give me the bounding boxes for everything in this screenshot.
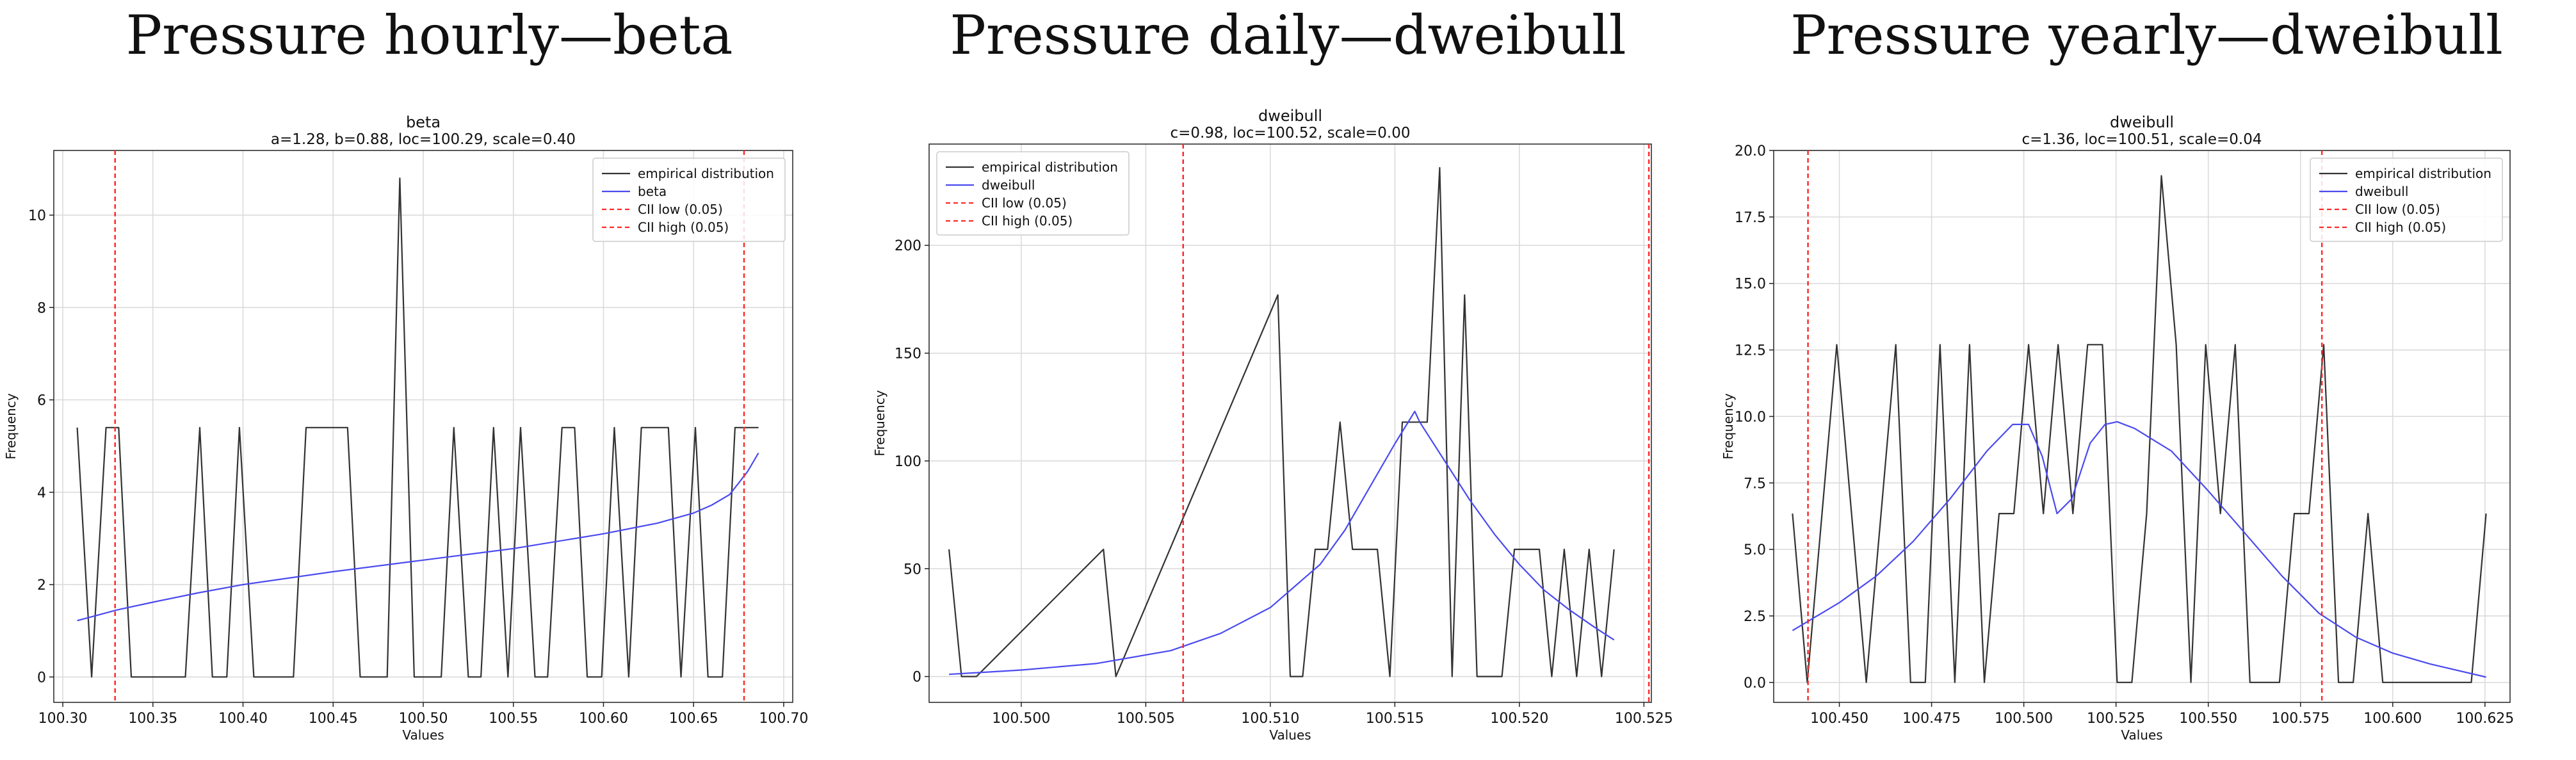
x-tick-label: 100.525 (2087, 711, 2145, 727)
fitted-distribution-line (77, 452, 759, 622)
chart-subtitle: c=0.98, loc=100.52, scale=0.00 (1171, 125, 1411, 141)
y-tick-label: 200 (895, 238, 921, 254)
fitted-distribution-line (949, 410, 1615, 675)
y-tick-label: 2.5 (1744, 609, 1766, 625)
y-tick-label: 7.5 (1744, 476, 1766, 492)
x-tick-label: 100.35 (128, 711, 177, 727)
y-tick-label: 15.0 (1735, 277, 1766, 293)
x-tick-label: 100.30 (38, 711, 88, 727)
x-tick-label: 100.600 (2363, 711, 2422, 727)
chart-subtitle: c=1.36, loc=100.51, scale=0.04 (2022, 131, 2262, 148)
x-tick-label: 100.500 (992, 711, 1050, 727)
x-tick-label: 100.550 (2179, 711, 2237, 727)
panel-heading: Pressure daily—dweibull (950, 4, 1626, 67)
chart-title: dweibull (2110, 113, 2174, 131)
x-tick-label: 100.60 (579, 711, 628, 727)
y-tick-label: 2 (37, 578, 46, 594)
x-tick-label: 100.70 (759, 711, 808, 727)
y-tick-label: 6 (37, 393, 46, 409)
y-tick-label: 20.0 (1735, 143, 1766, 159)
x-tick-label: 100.500 (1995, 711, 2053, 727)
x-tick-label: 100.505 (1117, 711, 1175, 727)
y-axis-label: Frequency (1721, 393, 1736, 459)
empirical-distribution-line (1792, 175, 2487, 683)
x-tick-label: 100.65 (669, 711, 718, 727)
x-tick-label: 100.520 (1490, 711, 1548, 727)
y-tick-label: 0 (37, 670, 46, 686)
empirical-distribution-line (76, 177, 759, 678)
chart-title: dweibull (1258, 107, 1322, 125)
legend-entry: CII low (0.05) (2355, 202, 2440, 217)
y-tick-label: 17.5 (1735, 210, 1766, 226)
x-tick-label: 100.625 (2456, 711, 2514, 727)
y-axis-label: Frequency (872, 390, 887, 456)
legend-entry: dweibull (2355, 184, 2408, 199)
legend-entry: CII high (0.05) (638, 220, 729, 235)
legend-entry: dweibull (982, 177, 1035, 193)
plot-frame (928, 143, 1652, 703)
x-tick-label: 100.515 (1366, 711, 1424, 727)
y-tick-label: 12.5 (1735, 343, 1766, 359)
legend-entry: beta (638, 184, 667, 199)
x-tick-label: 100.525 (1615, 711, 1673, 727)
panel-heading: Pressure yearly—dweibull (1790, 4, 2503, 67)
x-tick-label: 100.45 (309, 711, 358, 727)
x-tick-label: 100.50 (399, 711, 448, 727)
y-tick-label: 4 (37, 485, 46, 501)
legend-entry: empirical distribution (638, 166, 774, 181)
legend-box (936, 151, 1130, 236)
fitted-distribution-line (1792, 421, 2486, 678)
legend-entry: empirical distribution (2355, 166, 2491, 181)
legend-entry: empirical distribution (982, 159, 1118, 175)
x-tick-label: 100.475 (1902, 711, 1961, 727)
x-tick-label: 100.40 (218, 711, 268, 727)
empirical-distribution-line (948, 166, 1615, 677)
plot-frame (1773, 150, 2511, 703)
x-axis-label: Values (2121, 727, 2162, 743)
y-tick-label: 8 (37, 300, 46, 316)
y-tick-label: 10.0 (1735, 409, 1766, 425)
legend-entry: CII low (0.05) (982, 195, 1067, 211)
x-tick-label: 100.450 (1810, 711, 1868, 727)
y-tick-label: 150 (895, 346, 921, 362)
legend-entry: CII low (0.05) (638, 202, 723, 217)
x-tick-label: 100.55 (489, 711, 538, 727)
chart-title: beta (406, 113, 441, 131)
panel-hourly: Pressure hourly—beta beta a=1.28, b=0.88,… (0, 0, 859, 760)
y-axis-label: Frequency (3, 393, 19, 459)
y-tick-label: 100 (895, 454, 921, 470)
x-tick-label: 100.575 (2271, 711, 2329, 727)
y-tick-label: 50 (903, 562, 921, 578)
y-tick-label: 0 (912, 670, 921, 686)
x-axis-label: Values (1269, 727, 1311, 743)
panel-heading: Pressure hourly—beta (126, 4, 733, 67)
legend-box (2310, 158, 2503, 242)
x-tick-label: 100.510 (1241, 711, 1299, 727)
x-axis-label: Values (402, 727, 444, 743)
panel-daily: Pressure daily—dweibull dweibull c=0.98, … (859, 0, 1717, 760)
panel-yearly: Pressure yearly—dweibull dweibull c=1.36,… (1717, 0, 2576, 760)
legend-entry: CII high (0.05) (982, 213, 1073, 229)
legend-box (592, 158, 786, 242)
y-tick-label: 5.0 (1744, 542, 1766, 558)
y-tick-label: 0.0 (1744, 675, 1766, 691)
chart-subtitle: a=1.28, b=0.88, loc=100.29, scale=0.40 (271, 131, 576, 148)
legend-entry: CII high (0.05) (2355, 220, 2446, 235)
y-tick-label: 10 (28, 208, 46, 224)
